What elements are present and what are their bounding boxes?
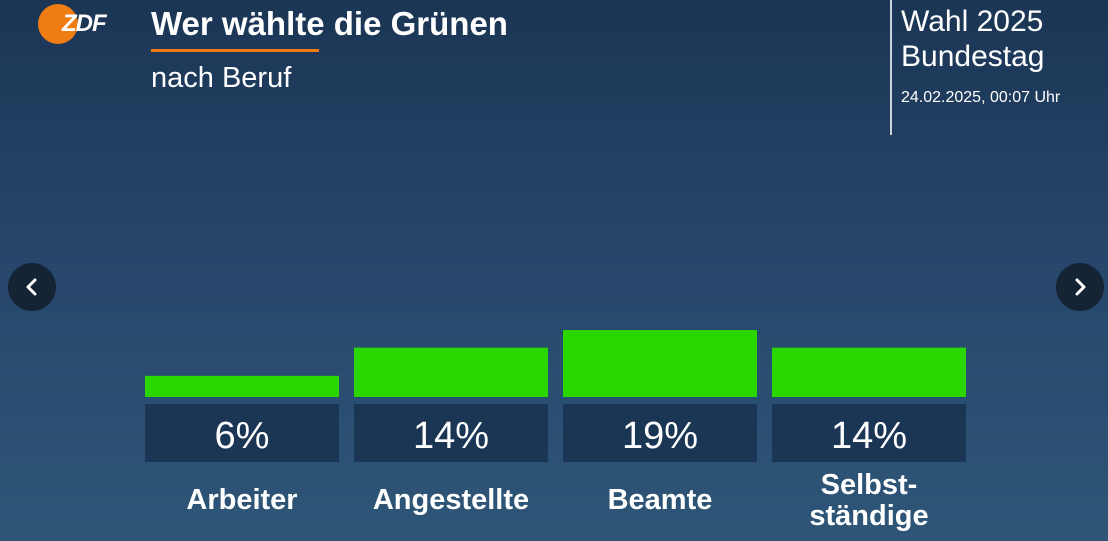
bar-0: [145, 375, 339, 397]
zdf-logo-text: ZDF: [62, 10, 107, 37]
bar-3: [772, 347, 966, 397]
header-divider: [890, 0, 892, 135]
value-label-1: 14%: [413, 415, 489, 457]
timestamp: 24.02.2025, 00:07 Uhr: [901, 89, 1061, 106]
page-subtitle: nach Beruf: [151, 62, 292, 94]
zdf-logo-circle: [38, 4, 78, 44]
next-button[interactable]: [1056, 263, 1104, 311]
value-box-1: [354, 404, 548, 462]
value-label-0: 6%: [215, 415, 270, 457]
chevron-left-icon: [26, 278, 37, 296]
page-title: Wer wählte die Grünen: [151, 5, 508, 42]
value-label-2: 19%: [622, 415, 698, 457]
election-name: Wahl 2025 Bundestag: [901, 5, 1045, 73]
category-label-3: Selbst- ständige: [809, 469, 929, 532]
category-label-0: Arbeiter: [186, 484, 298, 516]
bar-1: [354, 347, 548, 397]
bar-2: [563, 330, 757, 397]
zdf-logo: ZDF: [38, 4, 118, 44]
value-box-2: [563, 404, 757, 462]
title-underline: [151, 49, 319, 52]
previous-button[interactable]: [8, 263, 56, 311]
category-label-1: Angestellte: [372, 484, 530, 516]
value-box-0: [145, 404, 339, 462]
value-box-3: [772, 404, 966, 462]
chevron-right-icon: [1075, 278, 1086, 296]
value-label-3: 14%: [831, 415, 907, 457]
category-label-2: Beamte: [607, 484, 713, 516]
